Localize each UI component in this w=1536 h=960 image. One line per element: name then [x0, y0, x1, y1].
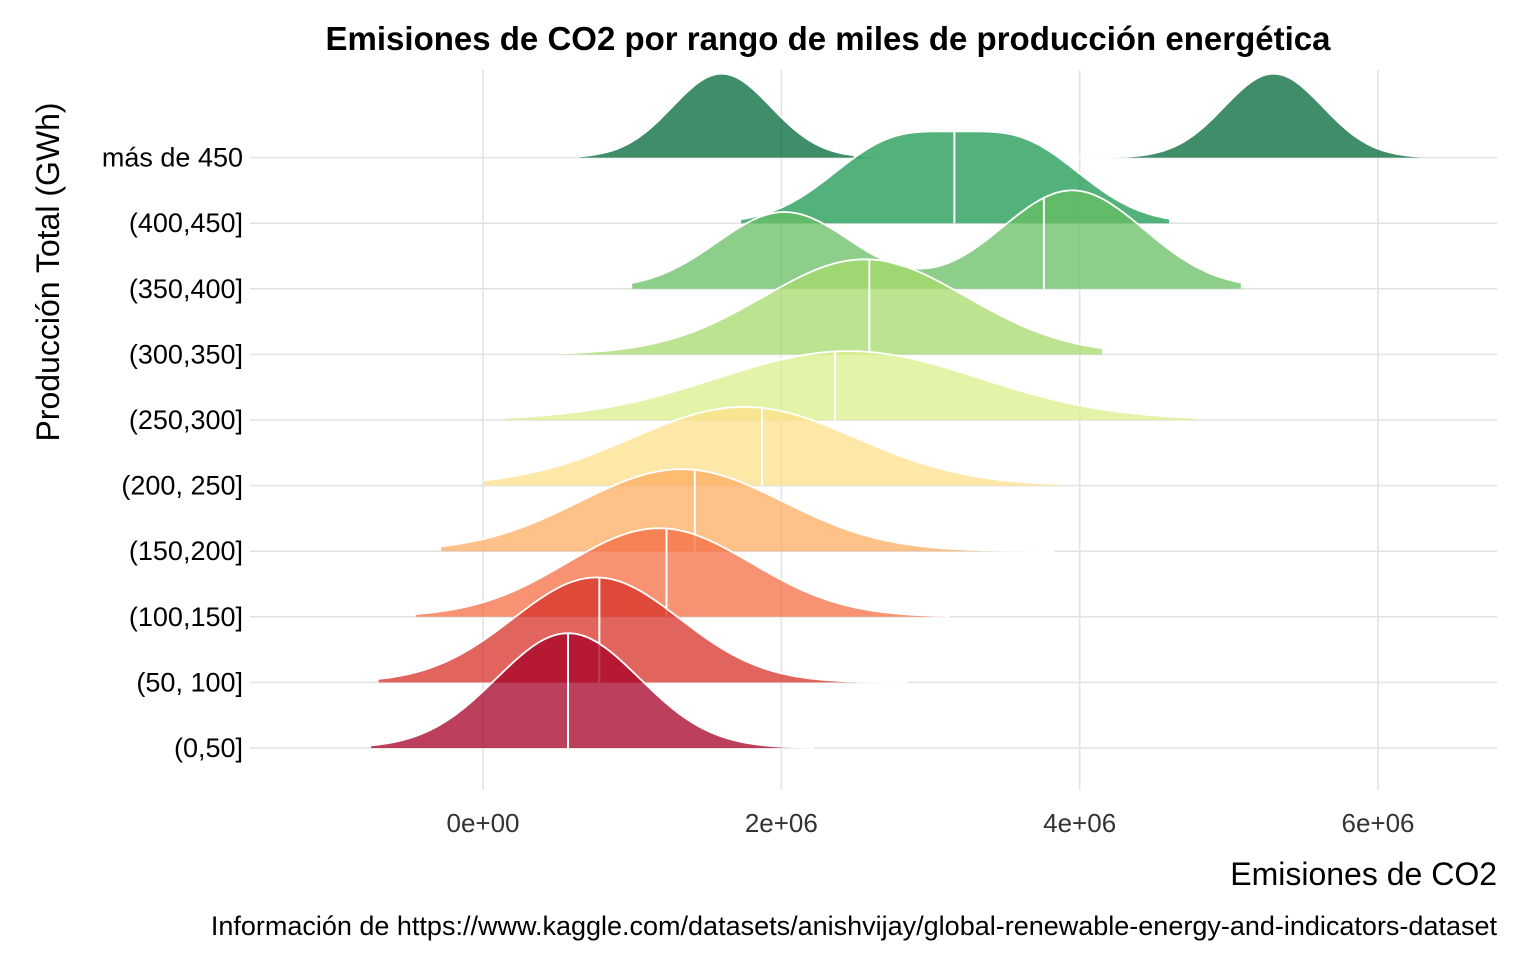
density-ridges	[371, 72, 1420, 749]
density-area	[580, 73, 1420, 158]
chart-caption: Información de https://www.kaggle.com/da…	[211, 911, 1498, 941]
y-tick-label: (300,350]	[129, 339, 243, 369]
y-axis-label: Producción Total (GWh)	[30, 102, 66, 441]
density-area	[557, 259, 1102, 355]
ridge-6	[505, 350, 1197, 420]
ridge-2	[378, 576, 909, 684]
y-tick-label: (50, 100]	[136, 667, 243, 697]
chart-title: Emisiones de CO2 por rango de miles de p…	[326, 20, 1332, 57]
x-tick-label: 6e+06	[1341, 808, 1414, 838]
density-area	[505, 351, 1196, 420]
y-tick-label: (250,300]	[129, 405, 243, 435]
y-tick-label: (0,50]	[174, 733, 243, 763]
density-outline	[482, 406, 1065, 486]
y-tick-label: (150,200]	[129, 536, 243, 566]
density-outline	[378, 576, 909, 684]
density-outline	[371, 632, 815, 749]
ridge-7	[557, 258, 1103, 355]
x-tick-label: 4e+06	[1043, 808, 1116, 838]
y-tick-label: más de 450	[102, 143, 243, 173]
ridge-1	[371, 632, 815, 749]
ridge-8	[632, 189, 1241, 289]
y-tick-labels: (0,50] (50, 100] (100,150] (150,200] (200, 2…	[102, 143, 243, 763]
density-outline	[557, 258, 1103, 355]
y-tick-label: (100,150]	[129, 602, 243, 632]
x-tick-label: 2e+06	[745, 808, 818, 838]
density-area	[441, 469, 1055, 552]
x-tick-label: 0e+00	[446, 808, 519, 838]
y-tick-label: (200, 250]	[121, 471, 243, 501]
ridge-5	[482, 406, 1065, 486]
density-area	[483, 406, 1065, 486]
density-area	[378, 577, 909, 683]
density-outline	[505, 350, 1197, 419]
density-outline	[441, 468, 1055, 552]
density-area	[371, 633, 815, 748]
y-tick-label: (400,450]	[129, 208, 243, 238]
density-area	[632, 190, 1241, 289]
y-tick-label: (350,400]	[129, 274, 243, 304]
x-tick-labels: 0e+00 2e+06 4e+06 6e+06	[446, 808, 1414, 838]
density-outline	[632, 189, 1241, 284]
density-outline	[415, 527, 950, 618]
x-axis-label: Emisiones de CO2	[1230, 856, 1497, 892]
